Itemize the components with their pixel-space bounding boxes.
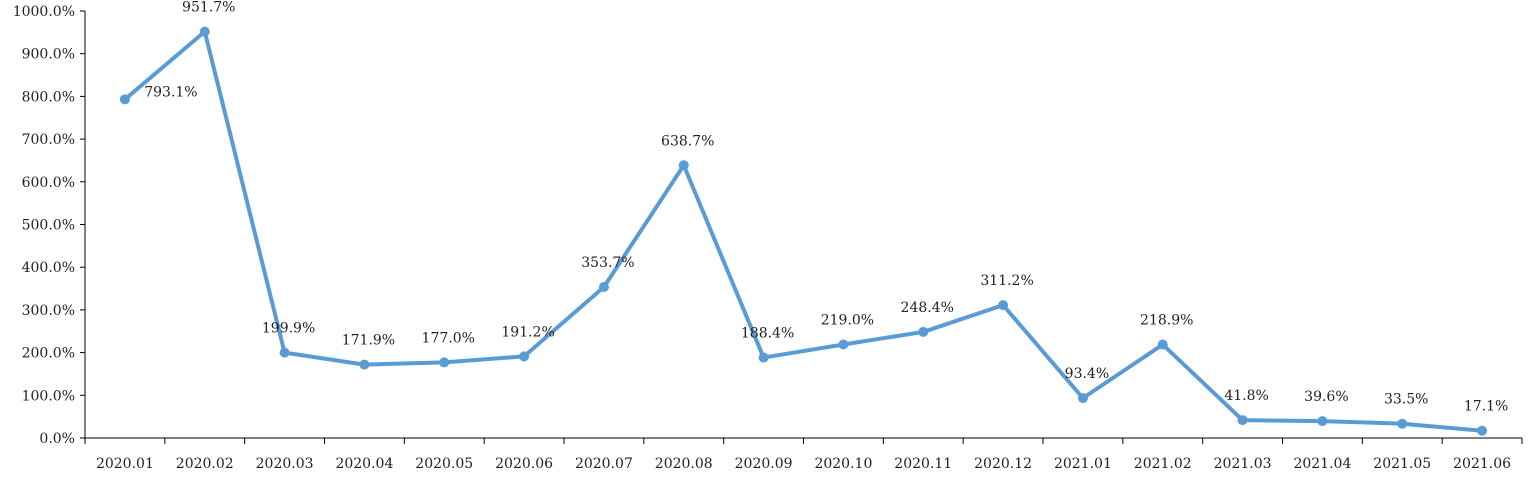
y-tick-label: 700.0% [22,132,75,148]
y-tick-label: 100.0% [22,388,75,404]
data-point [1397,418,1408,429]
x-tick-label: 2020.03 [256,456,314,472]
data-label: 199.9% [262,321,315,337]
data-label: 191.2% [501,324,554,340]
x-tick-label: 2020.02 [176,456,234,472]
x-tick-label: 2020.01 [96,456,154,472]
x-tick-label: 2020.08 [655,456,713,472]
data-point [359,359,370,370]
data-point [918,326,929,337]
data-point [119,94,130,105]
data-point [1237,415,1248,426]
x-tick-label: 2020.05 [415,456,473,472]
x-tick-label: 2021.01 [1054,456,1112,472]
data-point [758,352,769,363]
data-point [838,339,849,350]
data-label: 218.9% [1140,313,1193,329]
x-tick-label: 2020.09 [735,456,793,472]
data-point [1157,339,1168,350]
x-tick-label: 2020.06 [495,456,553,472]
x-tick-label: 2020.12 [974,456,1032,472]
y-tick-label: 1000.0% [13,4,75,20]
data-label: 638.7% [661,133,714,149]
data-point [519,351,530,362]
y-tick-label: 300.0% [22,303,75,319]
data-point [1477,425,1488,436]
data-point [199,26,210,37]
data-label: 951.7% [182,0,235,16]
data-point [1317,416,1328,427]
data-label: 793.1% [144,84,197,100]
x-tick-label: 2021.06 [1453,456,1511,472]
data-point [598,281,609,292]
x-tick-label: 2021.04 [1293,456,1351,472]
y-tick-label: 600.0% [22,175,75,191]
x-tick-label: 2021.03 [1214,456,1272,472]
data-label: 177.0% [422,330,475,346]
data-label: 188.4% [741,326,794,342]
x-tick-label: 2020.10 [814,456,872,472]
data-label: 41.8% [1224,388,1268,404]
data-label: 33.5% [1384,392,1428,408]
data-label: 171.9% [342,333,395,349]
data-label: 311.2% [980,273,1033,289]
series-line [123,29,1483,433]
data-point [279,347,290,358]
y-tick-label: 800.0% [22,89,75,105]
data-label: 39.6% [1304,389,1348,405]
x-tick-label: 2020.07 [575,456,633,472]
data-label: 353.7% [581,255,634,271]
y-tick-label: 900.0% [22,47,75,63]
data-point [439,357,450,368]
y-tick-label: 0.0% [39,431,75,447]
data-label: 248.4% [901,300,954,316]
data-point [998,300,1009,311]
data-label: 17.1% [1464,399,1508,415]
x-tick-label: 2021.05 [1373,456,1431,472]
y-tick-label: 400.0% [22,260,75,276]
data-point [1077,393,1088,404]
data-point [678,160,689,171]
data-label: 93.4% [1065,366,1109,382]
x-tick-label: 2020.04 [335,456,393,472]
x-tick-label: 2021.02 [1134,456,1192,472]
y-tick-label: 500.0% [22,218,75,234]
x-tick-label: 2020.11 [894,456,952,472]
data-label: 219.0% [821,312,874,328]
y-tick-label: 200.0% [22,346,75,362]
